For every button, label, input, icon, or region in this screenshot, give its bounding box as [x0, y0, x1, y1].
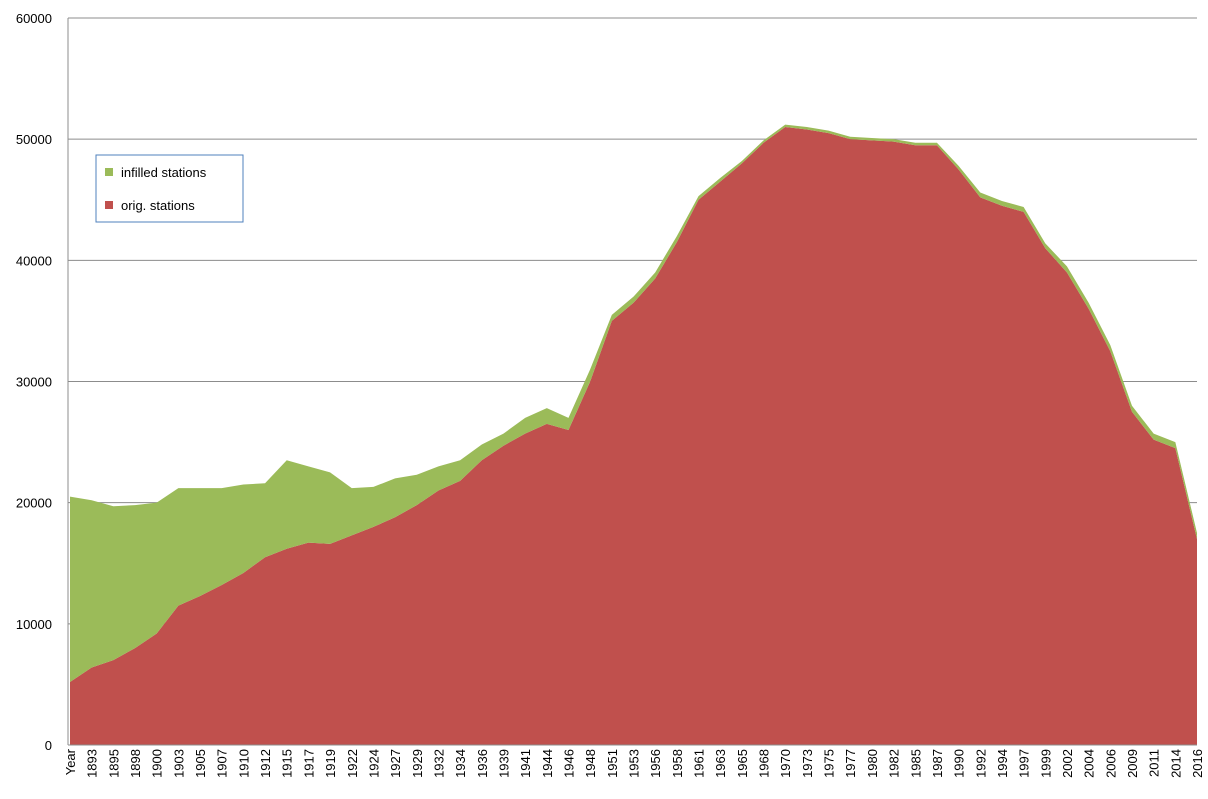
x-tick-label: 1915	[280, 749, 295, 778]
x-tick-label: 1905	[193, 749, 208, 778]
x-tick-label: 1992	[973, 749, 988, 778]
x-tick-label: 1958	[670, 749, 685, 778]
x-tick-label: 2014	[1168, 749, 1183, 778]
legend-label: infilled stations	[121, 165, 207, 180]
x-tick-label: 1956	[648, 749, 663, 778]
legend-box	[95, 154, 244, 223]
x-tick-label: 2009	[1125, 749, 1140, 778]
x-tick-label: 2002	[1060, 749, 1075, 778]
x-tick-label: 1941	[518, 749, 533, 778]
x-tick-label: 1929	[410, 749, 425, 778]
y-tick-label: 50000	[16, 132, 52, 147]
x-tick-label: 1970	[778, 749, 793, 778]
x-tick-label: 1973	[800, 749, 815, 778]
x-tick-label: 1907	[215, 749, 230, 778]
x-tick-label: 1939	[496, 749, 511, 778]
x-tick-label: 2016	[1190, 749, 1205, 778]
x-tick-label: 1910	[236, 749, 251, 778]
legend: infilled stations orig. stations	[95, 154, 244, 223]
x-tick-label: 1927	[388, 749, 403, 778]
x-tick-label: Year	[63, 748, 78, 775]
x-tick-label: 1932	[431, 749, 446, 778]
x-tick-label: 1893	[85, 749, 100, 778]
x-tick-label: 1975	[822, 749, 837, 778]
x-tick-label: 2006	[1103, 749, 1118, 778]
area	[70, 127, 1197, 746]
y-tick-label: 20000	[16, 496, 52, 511]
x-tick-label: 1999	[1038, 749, 1053, 778]
x-tick-label: 1919	[323, 749, 338, 778]
x-tick-label: 1951	[605, 749, 620, 778]
x-tick-label: 1997	[1017, 749, 1032, 778]
x-tick-label: 1953	[627, 749, 642, 778]
x-tick-label: 1985	[908, 749, 923, 778]
legend-label: orig. stations	[121, 198, 195, 213]
x-tick-label: 1944	[540, 749, 555, 778]
x-tick-label: 1912	[258, 749, 273, 778]
x-tick-label: 1977	[843, 749, 858, 778]
x-tick-label: 1980	[865, 749, 880, 778]
x-tick-label: 1948	[583, 749, 598, 778]
x-tick-label: 1936	[475, 749, 490, 778]
x-tick-label: 1900	[150, 749, 165, 778]
x-tick-label: 1917	[301, 749, 316, 778]
x-tick-label: 2011	[1147, 749, 1162, 777]
x-tick-label: 1990	[952, 749, 967, 778]
y-tick-label: 0	[45, 738, 52, 753]
legend-swatch	[105, 201, 113, 209]
x-tick-label: 1946	[561, 749, 576, 778]
y-tick-label: 30000	[16, 375, 52, 390]
x-tick-label: 1903	[171, 749, 186, 778]
x-tick-label: 1961	[692, 749, 707, 778]
x-tick-label: 1924	[366, 749, 381, 778]
x-tick-label: 1934	[453, 749, 468, 778]
x-tick-label: 1963	[713, 749, 728, 778]
legend-swatch	[105, 168, 113, 176]
y-tick-label: 10000	[16, 617, 52, 632]
x-tick-label: 1987	[930, 749, 945, 778]
y-tick-label: 40000	[16, 253, 52, 268]
x-tick-label: 1898	[128, 749, 143, 778]
x-tick-label: 1994	[995, 749, 1010, 778]
y-tick-label: 60000	[16, 11, 52, 26]
x-tick-label: 1982	[887, 749, 902, 778]
x-tick-label: 2004	[1082, 749, 1097, 778]
x-tick-label: 1922	[345, 749, 360, 778]
x-tick-label: 1895	[106, 749, 121, 778]
x-tick-label: 1965	[735, 749, 750, 778]
x-tick-label: 1968	[757, 749, 772, 778]
